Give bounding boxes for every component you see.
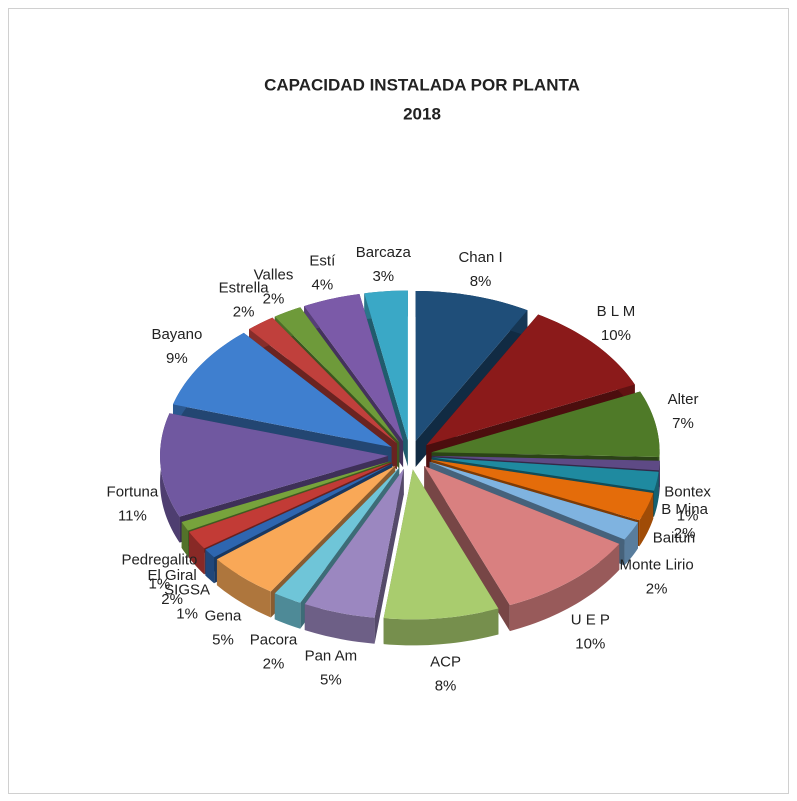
slice-label: Chan I	[458, 249, 502, 266]
slice-label: SIGSA	[164, 581, 210, 598]
slice-label: Fortuna	[107, 484, 159, 501]
slice-side	[654, 471, 659, 517]
slice-top	[274, 307, 400, 443]
slice-value-label: 7%	[672, 415, 694, 432]
slice-value-label: 1%	[677, 508, 699, 525]
slice-value-label: 8%	[435, 677, 457, 694]
slice-top	[189, 462, 392, 549]
slice-label: B Mina	[661, 501, 708, 518]
slice-label: El Giral	[148, 567, 197, 584]
slice-top	[415, 290, 528, 441]
slice-label: Barcaza	[356, 244, 412, 261]
slice-label: U E P	[571, 611, 610, 628]
slice-top	[205, 463, 393, 558]
slice-value-label: 5%	[320, 671, 342, 688]
slice-value-label: 10%	[575, 635, 605, 652]
slice-wall	[424, 466, 510, 632]
slice-label: Estrella	[219, 279, 270, 296]
slice-label: B L M	[597, 303, 636, 320]
slice-top	[431, 455, 660, 471]
slice-value-label: 2%	[161, 591, 183, 608]
slice-label: ACP	[430, 653, 461, 670]
slice-top	[383, 469, 499, 620]
slice	[304, 468, 404, 644]
slice-value-label: 4%	[312, 276, 334, 293]
slice-label: Gena	[205, 607, 242, 624]
slice-label: Pacora	[250, 631, 298, 648]
slice-top	[249, 317, 397, 444]
slice-value-label: 8%	[470, 273, 492, 290]
slice-value-label: 3%	[372, 268, 394, 285]
slice-value-label: 9%	[166, 350, 188, 367]
slice-top	[431, 391, 660, 458]
slice-top	[429, 461, 638, 540]
slice-top	[364, 290, 408, 441]
slice-label: Pan Am	[305, 647, 358, 664]
slice-top	[304, 468, 404, 618]
slice	[424, 466, 620, 632]
chart-title: 2018	[403, 104, 441, 123]
slice-value-label: 2%	[263, 655, 285, 672]
slice-side	[658, 460, 660, 497]
slice-side	[274, 593, 301, 629]
slice-side	[181, 522, 189, 557]
slice-top	[181, 461, 391, 531]
slice-side	[205, 549, 215, 584]
slice-value-label: 5%	[212, 631, 234, 648]
slice-label: Estí	[309, 252, 336, 269]
slice	[383, 469, 499, 646]
slice-label: Baitún	[653, 530, 696, 547]
slice-top	[430, 459, 654, 521]
slice-side	[639, 492, 654, 547]
slice-label: Monte Lirio	[620, 557, 694, 574]
slice-side	[216, 559, 271, 618]
slice-top	[216, 465, 396, 592]
slice-label: Valles	[254, 267, 294, 284]
slice-value-label: 11%	[118, 508, 147, 525]
slice-value-label: 1%	[149, 575, 171, 592]
slice-top	[304, 293, 404, 442]
slice-top	[160, 413, 389, 517]
slice-label: Alter	[668, 391, 699, 408]
slice-label: Bayano	[151, 326, 202, 343]
slice-top	[172, 332, 392, 448]
slice-side	[304, 604, 375, 644]
slice-side	[189, 531, 205, 575]
slice-value-label: 1%	[176, 605, 198, 622]
slice-wall	[374, 468, 404, 644]
slice-label: Pedregalito	[121, 551, 197, 568]
slice-top	[274, 467, 400, 603]
chart-title: CAPACIDAD INSTALADA POR PLANTA	[264, 75, 580, 94]
slice-top	[426, 314, 635, 446]
slice-value-label: 2%	[233, 303, 255, 320]
slice-side	[509, 543, 620, 632]
slice-value-label: 10%	[601, 327, 631, 344]
slice-side	[624, 522, 638, 566]
slice-label: Bontex	[664, 484, 711, 501]
slice-value-label: 2%	[674, 525, 696, 542]
slice-side	[383, 608, 499, 646]
slice-top	[424, 466, 620, 606]
slice-value-label: 2%	[646, 581, 668, 598]
slice-value-label: 2%	[263, 291, 285, 308]
slice-top	[431, 457, 659, 491]
